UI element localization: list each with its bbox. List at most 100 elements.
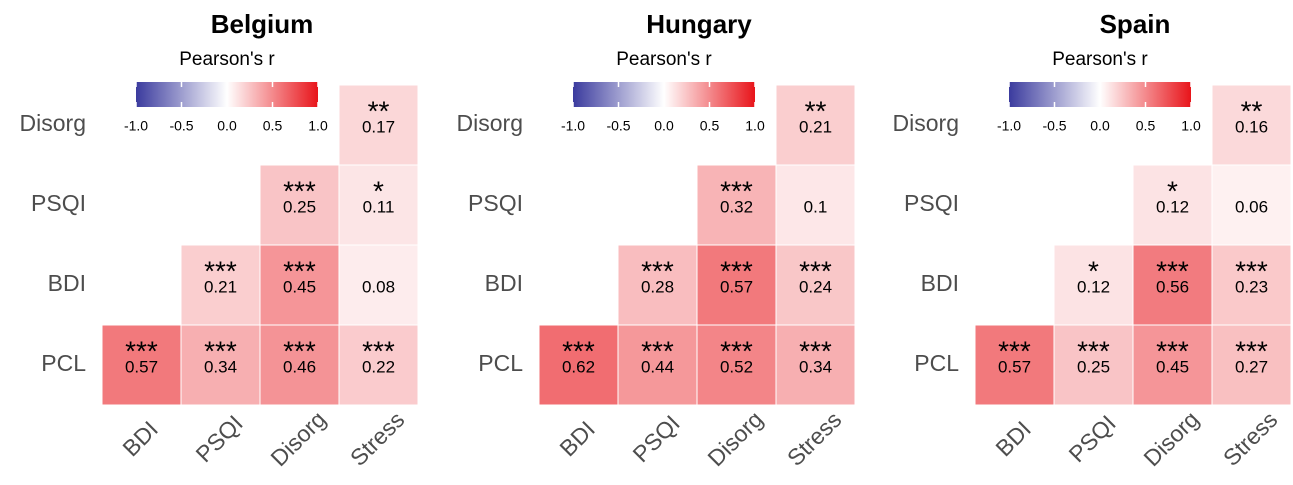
- x-tick-label: Stress: [1218, 406, 1282, 470]
- y-tick-label: PSQI: [468, 190, 523, 216]
- heatmap-cell: [1211, 84, 1292, 166]
- value-label: 0.57: [720, 277, 753, 296]
- value-label: 0.62: [562, 357, 595, 376]
- value-label: 0.57: [998, 357, 1031, 376]
- significance-label: ***: [1235, 255, 1268, 286]
- heatmap-cell: [1211, 324, 1292, 406]
- colorbar-tick-label: -0.5: [1042, 118, 1066, 134]
- heatmap-cell: [775, 164, 856, 246]
- value-label: 0.25: [1077, 357, 1110, 376]
- significance-label: ***: [720, 175, 753, 206]
- heatmap-cell: [775, 244, 856, 326]
- significance-label: ***: [283, 255, 316, 286]
- heatmap-cell: [1132, 164, 1213, 246]
- heatmap-cell: [338, 84, 419, 166]
- colorbar-title: Pearson's r: [616, 49, 712, 70]
- value-label: 0.06: [1235, 197, 1268, 216]
- significance-label: *: [373, 175, 384, 206]
- heatmap-cell: [696, 244, 777, 326]
- value-label: 0.21: [799, 117, 832, 136]
- heatmap-cell: [1053, 324, 1134, 406]
- significance-label: ***: [562, 335, 595, 366]
- significance-label: **: [368, 95, 390, 126]
- chart-title: Belgium: [211, 9, 314, 39]
- value-label: 0.52: [720, 357, 753, 376]
- value-label: 0.34: [204, 357, 237, 376]
- heatmap-cell: [1211, 244, 1292, 326]
- heatmap-cell: [101, 324, 182, 406]
- colorbar-tick-label: -0.5: [169, 118, 193, 134]
- x-tick-label: PSQI: [628, 410, 685, 467]
- value-label: 0.46: [283, 357, 316, 376]
- colorbar-tick-label: -1.0: [124, 118, 148, 134]
- value-label: 0.32: [720, 197, 753, 216]
- y-tick-label: PSQI: [904, 190, 959, 216]
- heatmap-cell: [180, 324, 261, 406]
- value-label: 0.23: [1235, 277, 1268, 296]
- y-tick-label: PCL: [478, 350, 523, 376]
- y-tick-label: BDI: [48, 270, 86, 296]
- colorbar-tick-label: -1.0: [997, 118, 1021, 134]
- heatmap-cell: [259, 244, 340, 326]
- significance-label: ***: [720, 335, 753, 366]
- significance-label: ***: [641, 255, 674, 286]
- colorbar-tick-label: 1.0: [1181, 118, 1201, 134]
- x-tick-label: PSQI: [191, 410, 248, 467]
- significance-label: ***: [283, 335, 316, 366]
- significance-label: **: [805, 95, 827, 126]
- x-tick-label: Stress: [782, 406, 846, 470]
- heatmap-cell: [1053, 244, 1134, 326]
- y-tick-label: Disorg: [457, 110, 523, 136]
- heatmap-cell: [617, 324, 698, 406]
- significance-label: *: [1167, 175, 1178, 206]
- y-tick-label: Disorg: [893, 110, 959, 136]
- x-tick-label: Disorg: [702, 406, 767, 471]
- y-tick-label: PCL: [914, 350, 959, 376]
- significance-label: ***: [204, 255, 237, 286]
- significance-label: ***: [204, 335, 237, 366]
- value-label: 0.1: [804, 197, 828, 216]
- x-tick-label: Disorg: [1138, 406, 1203, 471]
- heatmap-cell: [338, 244, 419, 326]
- value-label: 0.45: [283, 277, 316, 296]
- y-tick-label: BDI: [485, 270, 523, 296]
- heatmap-cell: [338, 324, 419, 406]
- significance-label: **: [1241, 95, 1263, 126]
- value-label: 0.44: [641, 357, 674, 376]
- heatmap-cell: [974, 324, 1055, 406]
- colorbar-tick-label: 0.0: [654, 118, 674, 134]
- significance-label: ***: [1156, 335, 1189, 366]
- x-tick-label: BDI: [117, 416, 162, 461]
- significance-label: ***: [720, 255, 753, 286]
- value-label: 0.57: [125, 357, 158, 376]
- value-label: 0.34: [799, 357, 832, 376]
- heatmap-cell: [696, 324, 777, 406]
- colorbar-tick-label: -1.0: [561, 118, 585, 134]
- significance-label: ***: [283, 175, 316, 206]
- colorbar-tick-label: 1.0: [308, 118, 328, 134]
- significance-label: ***: [641, 335, 674, 366]
- significance-label: ***: [799, 335, 832, 366]
- chart-title: Hungary: [646, 9, 752, 39]
- value-label: 0.22: [362, 357, 395, 376]
- heatmap-cell: [775, 324, 856, 406]
- significance-label: ***: [1077, 335, 1110, 366]
- value-label: 0.17: [362, 117, 395, 136]
- colorbar-tick-label: -0.5: [606, 118, 630, 134]
- y-tick-label: BDI: [921, 270, 959, 296]
- value-label: 0.27: [1235, 357, 1268, 376]
- value-label: 0.12: [1077, 277, 1110, 296]
- x-tick-label: BDI: [990, 416, 1035, 461]
- colorbar-tick-label: 1.0: [745, 118, 765, 134]
- heatmap-cell: [1211, 164, 1292, 246]
- significance-label: ***: [998, 335, 1031, 366]
- significance-label: ***: [799, 255, 832, 286]
- x-tick-label: Stress: [345, 406, 409, 470]
- colorbar-tick-label: 0.5: [700, 118, 720, 134]
- colorbar-title: Pearson's r: [179, 49, 275, 70]
- significance-label: ***: [1235, 335, 1268, 366]
- significance-label: ***: [125, 335, 158, 366]
- value-label: 0.45: [1156, 357, 1189, 376]
- colorbar-tick-label: 0.0: [217, 118, 237, 134]
